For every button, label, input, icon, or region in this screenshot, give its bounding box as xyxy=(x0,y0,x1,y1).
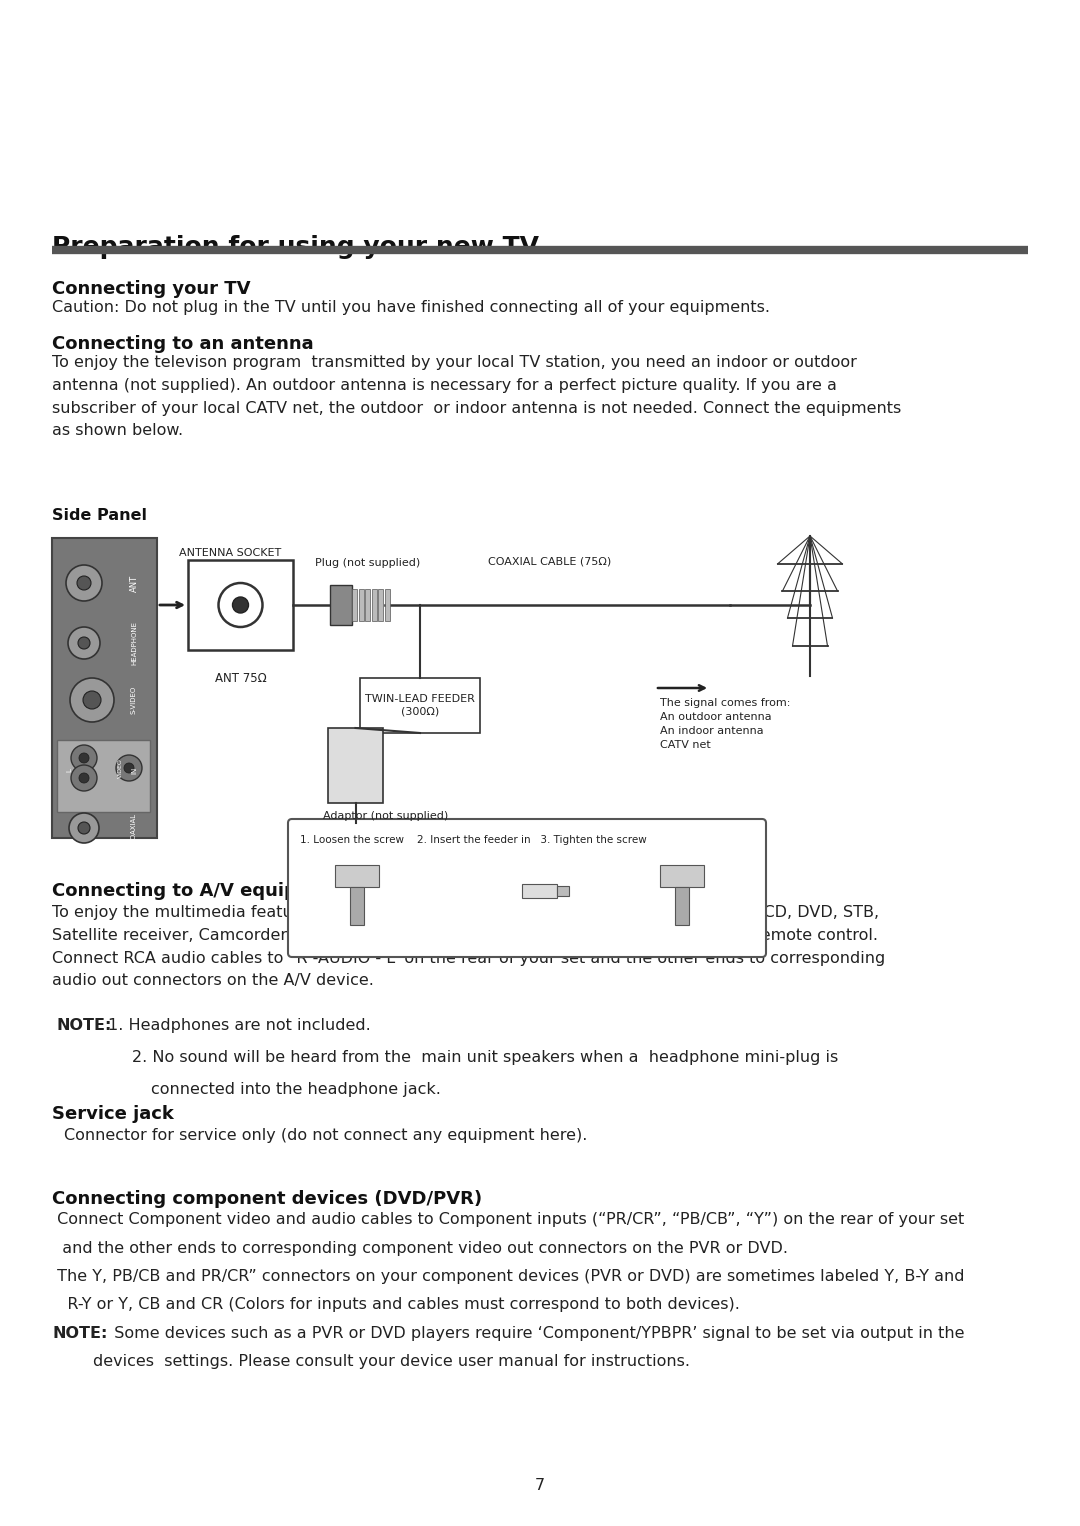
Text: devices  settings. Please consult your device user manual for instructions.: devices settings. Please consult your de… xyxy=(52,1355,690,1369)
Bar xyxy=(557,887,569,896)
Circle shape xyxy=(68,627,100,659)
Bar xyxy=(384,589,390,621)
Circle shape xyxy=(69,813,99,842)
Text: ANTENNA SOCKET: ANTENNA SOCKET xyxy=(179,548,282,559)
Text: R-Y or Y, CB and CR (Colors for inputs and cables must correspond to both device: R-Y or Y, CB and CR (Colors for inputs a… xyxy=(52,1297,740,1312)
Text: connected into the headphone jack.: connected into the headphone jack. xyxy=(151,1082,441,1097)
Text: Side Panel: Side Panel xyxy=(52,508,147,523)
Bar xyxy=(359,589,364,621)
Circle shape xyxy=(83,691,102,710)
Bar xyxy=(675,887,689,925)
Circle shape xyxy=(66,565,102,601)
Bar xyxy=(328,728,383,803)
Circle shape xyxy=(71,745,97,771)
Text: Connecting to an antenna: Connecting to an antenna xyxy=(52,336,313,353)
Text: NOTE:: NOTE: xyxy=(52,1326,107,1341)
Text: IN: IN xyxy=(131,766,137,774)
Bar xyxy=(335,865,379,887)
Circle shape xyxy=(78,636,90,649)
Circle shape xyxy=(79,774,89,783)
Text: and the other ends to corresponding component video out connectors on the PVR or: and the other ends to corresponding comp… xyxy=(52,1241,788,1256)
Bar xyxy=(57,740,150,812)
Text: 7: 7 xyxy=(535,1479,545,1492)
Text: 1. Headphones are not included.: 1. Headphones are not included. xyxy=(108,1018,370,1033)
Circle shape xyxy=(71,765,97,790)
Text: Plug (not supplied): Plug (not supplied) xyxy=(315,559,420,568)
Text: ANT 75Ω: ANT 75Ω xyxy=(215,671,267,685)
Text: L: L xyxy=(66,768,72,772)
Circle shape xyxy=(70,678,114,722)
Circle shape xyxy=(78,823,90,835)
Text: 1. Loosen the screw    2. Insert the feeder in   3. Tighten the screw: 1. Loosen the screw 2. Insert the feeder… xyxy=(300,835,647,845)
Bar xyxy=(660,865,704,887)
Bar xyxy=(352,589,357,621)
Text: To enjoy the televison program  transmitted by your local TV station, you need a: To enjoy the televison program transmitt… xyxy=(52,356,901,438)
Bar xyxy=(360,678,480,732)
Text: Caution: Do not plug in the TV until you have finished connecting all of your eq: Caution: Do not plug in the TV until you… xyxy=(52,301,770,314)
Circle shape xyxy=(218,583,262,627)
Text: ANT: ANT xyxy=(130,574,138,592)
Text: S-VIDEO: S-VIDEO xyxy=(131,685,137,714)
Text: Connecting component devices (DVD/PVR): Connecting component devices (DVD/PVR) xyxy=(52,1190,482,1209)
Circle shape xyxy=(79,752,89,763)
Bar xyxy=(378,589,383,621)
Text: COAXIAL CABLE (75Ω): COAXIAL CABLE (75Ω) xyxy=(488,555,611,566)
Text: The Y, PB/CB and PR/CR” connectors on your component devices (PVR or DVD) are so: The Y, PB/CB and PR/CR” connectors on yo… xyxy=(52,1270,964,1283)
Bar xyxy=(350,887,364,925)
Bar xyxy=(52,539,157,838)
Text: Adaptor (not supplied): Adaptor (not supplied) xyxy=(323,810,448,821)
Bar xyxy=(372,589,377,621)
FancyBboxPatch shape xyxy=(288,819,766,957)
Bar xyxy=(365,589,370,621)
Circle shape xyxy=(116,755,141,781)
Text: TWIN-LEAD FEEDER
(300Ω): TWIN-LEAD FEEDER (300Ω) xyxy=(365,694,475,717)
Text: The signal comes from:
An outdoor antenna
An indoor antenna
CATV net: The signal comes from: An outdoor antenn… xyxy=(660,697,791,749)
Bar xyxy=(330,584,352,626)
Bar xyxy=(188,560,293,650)
Text: 2. No sound will be heard from the  main unit speakers when a  headphone mini-pl: 2. No sound will be heard from the main … xyxy=(132,1050,838,1065)
Text: HEADPHONE: HEADPHONE xyxy=(131,621,137,665)
Text: Connect Component video and audio cables to Component inputs (“PR/CR”, “PB/CB”, : Connect Component video and audio cables… xyxy=(52,1212,964,1227)
Circle shape xyxy=(77,575,91,591)
Text: To enjoy the multimedia features, you can connect your TV to A/V equipments such: To enjoy the multimedia features, you ca… xyxy=(52,905,886,989)
Text: Connector for service only (do not connect any equipment here).: Connector for service only (do not conne… xyxy=(64,1128,588,1143)
Text: Some devices such as a PVR or DVD players require ‘Component/YPBPR’ signal to be: Some devices such as a PVR or DVD player… xyxy=(104,1326,964,1341)
Text: Connecting your TV: Connecting your TV xyxy=(52,279,251,298)
Text: Preparation for using your new TV: Preparation for using your new TV xyxy=(52,235,539,259)
Text: NOTE:: NOTE: xyxy=(56,1018,111,1033)
Text: Service jack: Service jack xyxy=(52,1105,174,1123)
Bar xyxy=(522,884,557,897)
Text: Connecting to A/V equipments: Connecting to A/V equipments xyxy=(52,882,360,900)
Circle shape xyxy=(124,763,134,774)
Text: COAXIAL: COAXIAL xyxy=(131,813,137,842)
Text: VIDEO: VIDEO xyxy=(118,758,122,778)
Circle shape xyxy=(232,597,248,613)
